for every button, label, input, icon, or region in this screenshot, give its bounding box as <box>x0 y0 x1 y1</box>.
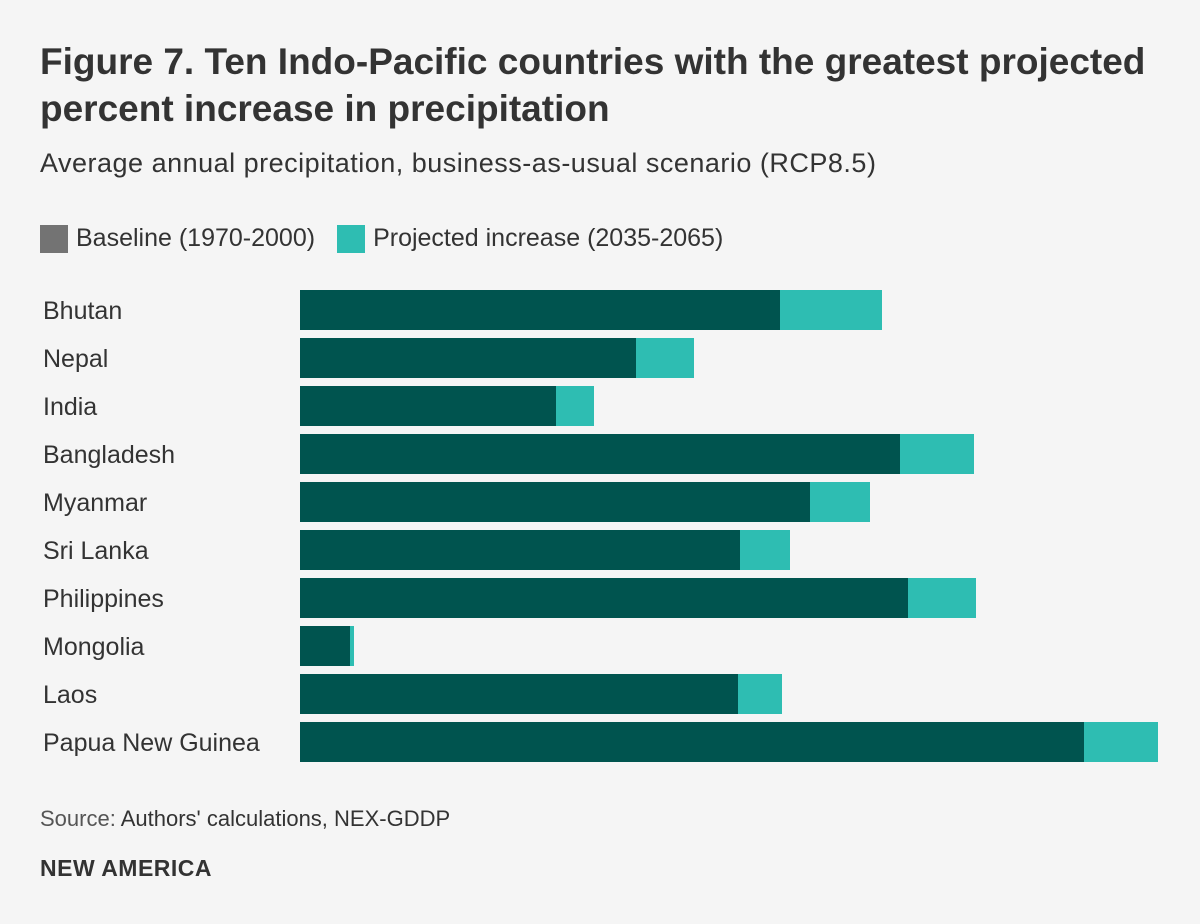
bar-increase-myanmar <box>810 482 870 522</box>
brand-logo-text: NEW AMERICA <box>40 855 213 881</box>
bar-increase-bhutan <box>780 290 882 330</box>
bar-baseline-nepal <box>300 338 636 378</box>
bar-baseline-papua-new-guinea <box>300 722 1084 762</box>
bar-increase-laos <box>738 674 782 714</box>
category-label-myanmar: Myanmar <box>43 489 147 517</box>
legend-item-increase: Projected increase (2035-2065) <box>337 224 723 253</box>
source-label: Source: <box>40 806 116 831</box>
bar-increase-nepal <box>636 338 694 378</box>
category-label-laos: Laos <box>43 681 97 709</box>
chart-subtitle: Average annual precipitation, business-a… <box>40 148 877 178</box>
bar-baseline-myanmar <box>300 482 810 522</box>
category-label-bhutan: Bhutan <box>43 297 122 325</box>
category-label-bangladesh: Bangladesh <box>43 441 175 469</box>
bar-baseline-laos <box>300 674 738 714</box>
bar-baseline-philippines <box>300 578 908 618</box>
bar-baseline-mongolia <box>300 626 350 666</box>
bar-baseline-bhutan <box>300 290 780 330</box>
category-label-sri-lanka: Sri Lanka <box>43 537 149 565</box>
bar-baseline-bangladesh <box>300 434 900 474</box>
chart-title: Figure 7. Ten Indo-Pacific countries wit… <box>40 41 1146 129</box>
bar-increase-mongolia <box>350 626 354 666</box>
legend-item-baseline: Baseline (1970-2000) <box>40 224 315 253</box>
bar-increase-papua-new-guinea <box>1084 722 1158 762</box>
bar-baseline-sri-lanka <box>300 530 740 570</box>
category-label-mongolia: Mongolia <box>43 633 145 661</box>
bar-chart: Bhutan Nepal India Bangladesh Myanmar Sri Lan… <box>43 290 1158 762</box>
legend-swatch-baseline <box>40 224 68 253</box>
legend-swatch-increase <box>337 224 366 253</box>
source-text: Authors' calculations, NEX-GDDP <box>115 806 451 831</box>
chart-legend: Baseline (1970-2000) Projected increase … <box>40 224 745 253</box>
bar-increase-india <box>556 386 594 426</box>
category-label-philippines: Philippines <box>43 585 164 613</box>
category-label-papua-new-guinea: Papua New Guinea <box>43 729 260 757</box>
category-label-nepal: Nepal <box>43 345 108 373</box>
category-label-india: India <box>43 393 97 421</box>
bar-increase-bangladesh <box>900 434 974 474</box>
bar-increase-sri-lanka <box>740 530 790 570</box>
bar-increase-philippines <box>908 578 976 618</box>
legend-label-baseline: Baseline (1970-2000) <box>76 224 316 252</box>
legend-label-increase: Projected increase (2035-2065) <box>373 224 724 252</box>
source-note: Source: Authors' calculations, NEX-GDDP <box>40 806 450 832</box>
bar-baseline-india <box>300 386 556 426</box>
